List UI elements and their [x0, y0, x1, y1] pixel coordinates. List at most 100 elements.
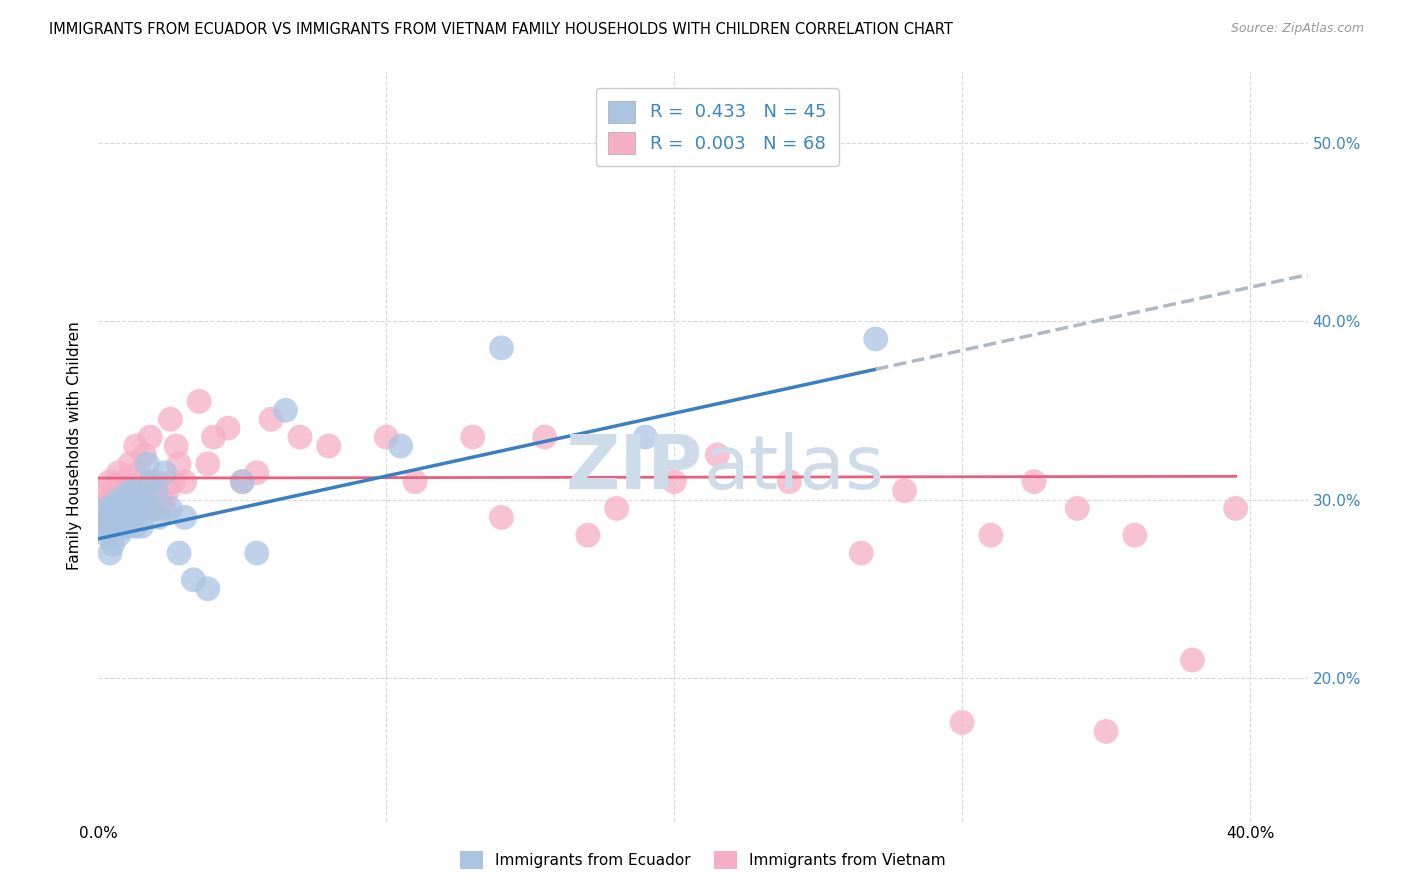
- Point: [101, 492, 124, 507]
- Point: [980, 528, 1002, 542]
- Point: [202, 430, 225, 444]
- Point: [148, 510, 170, 524]
- Point: [107, 501, 129, 516]
- Point: [389, 439, 412, 453]
- Point: [110, 519, 132, 533]
- Point: [1066, 501, 1088, 516]
- Point: [1123, 528, 1146, 542]
- Point: [375, 430, 398, 444]
- Point: [491, 510, 513, 524]
- Point: [404, 475, 426, 489]
- Point: [98, 546, 121, 560]
- Point: [145, 475, 167, 489]
- Point: [950, 715, 973, 730]
- Point: [231, 475, 253, 489]
- Point: [104, 510, 127, 524]
- Point: [153, 501, 176, 516]
- Point: [217, 421, 239, 435]
- Point: [246, 546, 269, 560]
- Point: [122, 501, 145, 516]
- Point: [197, 457, 219, 471]
- Point: [90, 519, 112, 533]
- Point: [98, 510, 121, 524]
- Point: [865, 332, 887, 346]
- Point: [96, 528, 118, 542]
- Point: [634, 430, 657, 444]
- Point: [173, 475, 195, 489]
- Point: [851, 546, 873, 560]
- Point: [98, 501, 121, 516]
- Point: [110, 501, 132, 516]
- Point: [139, 475, 162, 489]
- Point: [173, 510, 195, 524]
- Point: [145, 483, 167, 498]
- Legend: R =  0.433   N = 45, R =  0.003   N = 68: R = 0.433 N = 45, R = 0.003 N = 68: [596, 88, 839, 166]
- Point: [122, 501, 145, 516]
- Point: [1181, 653, 1204, 667]
- Point: [197, 582, 219, 596]
- Point: [93, 483, 115, 498]
- Point: [112, 519, 135, 533]
- Point: [131, 519, 153, 533]
- Point: [153, 466, 176, 480]
- Point: [120, 483, 142, 498]
- Point: [115, 519, 138, 533]
- Point: [1022, 475, 1045, 489]
- Point: [104, 483, 127, 498]
- Point: [107, 528, 129, 542]
- Point: [120, 457, 142, 471]
- Point: [107, 492, 129, 507]
- Point: [183, 573, 205, 587]
- Point: [125, 519, 148, 533]
- Y-axis label: Family Households with Children: Family Households with Children: [67, 322, 83, 570]
- Point: [125, 483, 148, 498]
- Text: atlas: atlas: [703, 432, 884, 505]
- Legend: Immigrants from Ecuador, Immigrants from Vietnam: Immigrants from Ecuador, Immigrants from…: [454, 845, 952, 875]
- Point: [101, 537, 124, 551]
- Point: [274, 403, 297, 417]
- Point: [122, 510, 145, 524]
- Point: [491, 341, 513, 355]
- Point: [148, 501, 170, 516]
- Point: [104, 501, 127, 516]
- Point: [115, 501, 138, 516]
- Point: [156, 483, 179, 498]
- Point: [115, 519, 138, 533]
- Text: Source: ZipAtlas.com: Source: ZipAtlas.com: [1230, 22, 1364, 36]
- Point: [1225, 501, 1247, 516]
- Point: [188, 394, 211, 409]
- Point: [101, 501, 124, 516]
- Point: [1095, 724, 1118, 739]
- Point: [150, 492, 173, 507]
- Point: [533, 430, 555, 444]
- Point: [90, 510, 112, 524]
- Point: [110, 475, 132, 489]
- Point: [128, 466, 150, 480]
- Point: [131, 501, 153, 516]
- Point: [96, 501, 118, 516]
- Point: [162, 475, 184, 489]
- Point: [134, 448, 156, 462]
- Point: [115, 492, 138, 507]
- Point: [125, 439, 148, 453]
- Point: [93, 510, 115, 524]
- Point: [664, 475, 686, 489]
- Point: [104, 519, 127, 533]
- Point: [136, 457, 159, 471]
- Point: [110, 501, 132, 516]
- Point: [136, 492, 159, 507]
- Point: [112, 492, 135, 507]
- Point: [165, 439, 187, 453]
- Point: [142, 501, 165, 516]
- Point: [134, 492, 156, 507]
- Point: [606, 501, 628, 516]
- Point: [159, 501, 181, 516]
- Point: [128, 501, 150, 516]
- Point: [260, 412, 283, 426]
- Point: [98, 475, 121, 489]
- Point: [142, 501, 165, 516]
- Point: [706, 448, 728, 462]
- Point: [288, 430, 311, 444]
- Text: IMMIGRANTS FROM ECUADOR VS IMMIGRANTS FROM VIETNAM FAMILY HOUSEHOLDS WITH CHILDR: IMMIGRANTS FROM ECUADOR VS IMMIGRANTS FR…: [49, 22, 953, 37]
- Point: [167, 457, 190, 471]
